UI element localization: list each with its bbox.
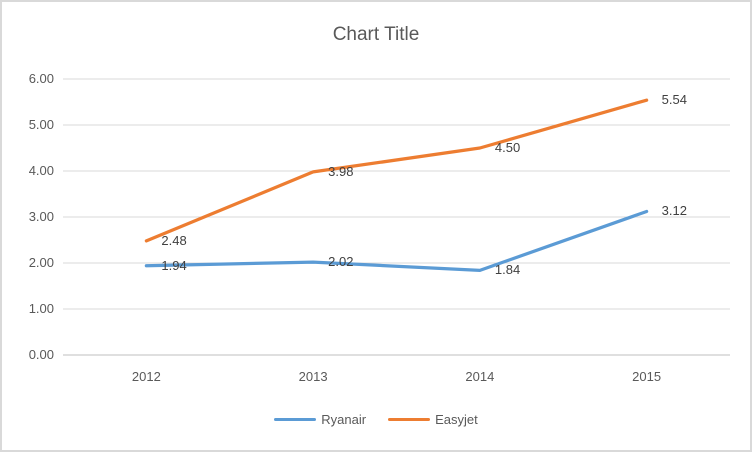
x-axis-tick-label: 2015 (632, 369, 662, 384)
legend-item-easyjet: Easyjet (388, 412, 478, 427)
series-line-easyjet (144, 98, 649, 243)
y-axis-tick-label: 4.00 (28, 163, 54, 178)
y-axis-tick-label: 0.00 (28, 347, 54, 362)
legend-label: Ryanair (321, 412, 367, 427)
y-axis-tick-label: 6.00 (28, 71, 54, 86)
x-axis-tick-label: 2014 (465, 369, 495, 384)
data-label-easyjet: 4.50 (494, 140, 521, 155)
data-label-ryanair: 1.84 (494, 262, 521, 278)
data-label-ryanair: 1.94 (161, 257, 187, 273)
data-label-ryanair: 3.12 (661, 203, 687, 219)
legend-line-marker-icon (388, 418, 431, 421)
y-axis-tick-label: 1.00 (28, 301, 54, 316)
data-label-easyjet: 2.48 (161, 232, 187, 248)
data-label-easyjet: 5.54 (661, 92, 687, 108)
y-axis-tick-label: 2.00 (28, 255, 54, 270)
legend-item-ryanair: Ryanair (274, 412, 366, 427)
series-line-ryanair (144, 209, 649, 272)
legend: Ryanair Easyjet (2, 412, 750, 427)
y-axis-tick-label: 3.00 (28, 209, 54, 224)
legend-line-marker-icon (274, 418, 317, 421)
x-axis-tick-label: 2013 (298, 369, 328, 384)
x-axis-tick-label: 2012 (131, 369, 161, 384)
chart-title: Chart Title (332, 24, 420, 45)
legend-label: Easyjet (435, 412, 478, 427)
y-axis-tick-label: 5.00 (28, 117, 54, 132)
data-label-easyjet: 3.98 (328, 163, 354, 179)
data-label-ryanair: 2.02 (328, 254, 354, 270)
